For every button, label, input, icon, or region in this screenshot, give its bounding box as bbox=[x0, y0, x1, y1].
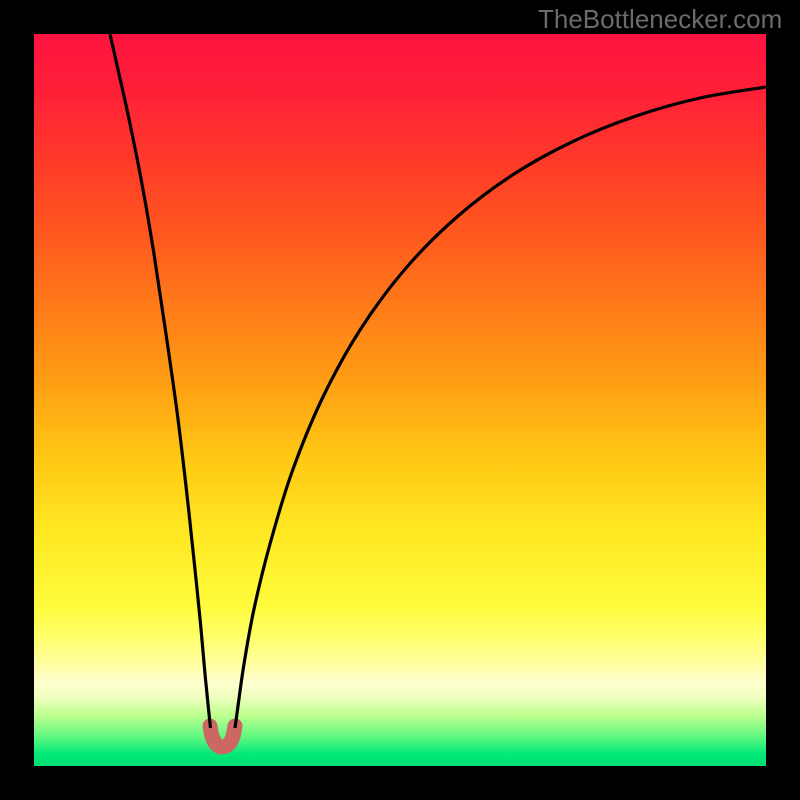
optimal-point-bridge bbox=[210, 726, 235, 747]
bottleneck-curve-left bbox=[110, 34, 211, 728]
watermark-text: TheBottlenecker.com bbox=[538, 4, 782, 35]
curve-layer bbox=[34, 34, 766, 766]
plot-area bbox=[34, 34, 766, 766]
bottleneck-curve-right bbox=[235, 87, 766, 728]
